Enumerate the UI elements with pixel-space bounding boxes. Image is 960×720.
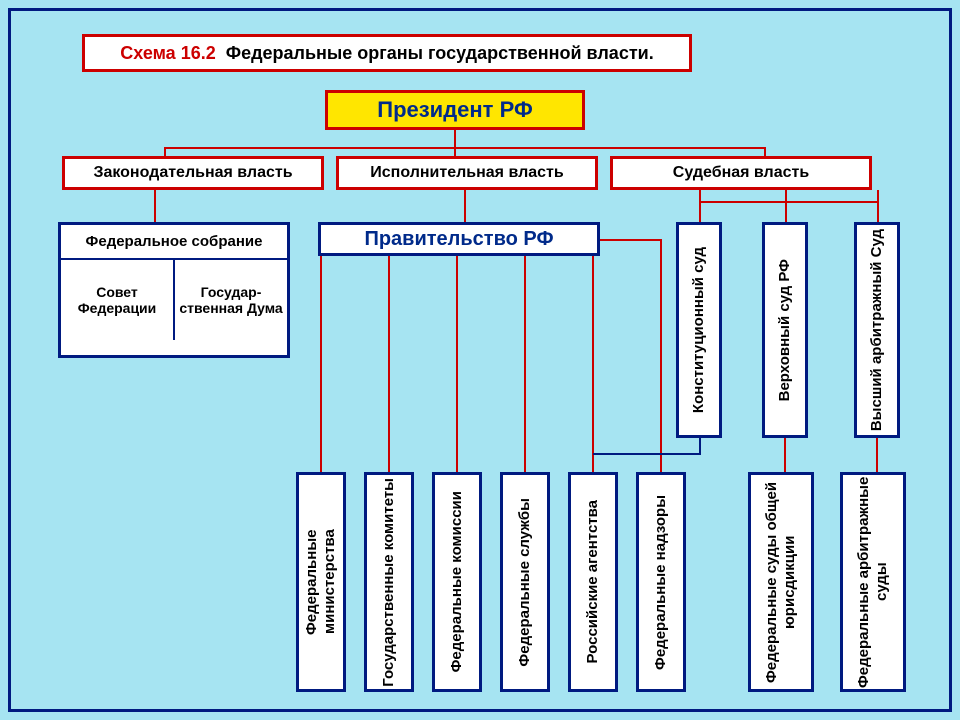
branch-legislative-label: Законодательная власть xyxy=(93,164,292,182)
federal-ministries-box: Федеральные министерства xyxy=(296,472,346,692)
branch-executive-label: Исполнительная власть xyxy=(370,164,563,182)
state-duma-label: Государ-ственная Дума xyxy=(175,260,287,340)
branch-legislative: Законодательная власть xyxy=(62,156,324,190)
president-box: Президент РФ xyxy=(325,90,585,130)
federal-oversight-box: Федеральные надзоры xyxy=(636,472,686,692)
president-label: Президент РФ xyxy=(377,97,532,123)
branch-executive: Исполнительная власть xyxy=(336,156,598,190)
government-label: Правительство РФ xyxy=(364,228,553,251)
federal-assembly-box: Федеральное собрание Совет Федерации Гос… xyxy=(58,222,290,358)
federal-services-label: Федеральные службы xyxy=(516,498,534,667)
supreme-court-label: Верховный суд РФ xyxy=(776,259,794,401)
high-arbitration-court-label: Высший арбитражный Суд xyxy=(868,229,886,431)
federal-assembly-title: Федеральное собрание xyxy=(61,225,287,258)
general-courts-box: Федеральные суды общей юрисдикции xyxy=(748,472,814,692)
title-prefix: Схема 16.2 xyxy=(120,43,215,64)
arbitration-courts-label: Федеральные арбитражные суды xyxy=(855,475,891,689)
federal-oversight-label: Федеральные надзоры xyxy=(652,495,670,670)
federal-commissions-box: Федеральные комиссии xyxy=(432,472,482,692)
general-courts-label: Федеральные суды общей юрисдикции xyxy=(763,475,799,689)
russian-agencies-label: Российские агентства xyxy=(584,500,602,664)
federal-ministries-label: Федеральные министерства xyxy=(303,475,339,689)
federation-council-label: Совет Федерации xyxy=(61,260,175,340)
federal-services-box: Федеральные службы xyxy=(500,472,550,692)
constitutional-court-box: Конституционный суд xyxy=(676,222,722,438)
arbitration-courts-box: Федеральные арбитражные суды xyxy=(840,472,906,692)
constitutional-court-label: Конституционный суд xyxy=(690,247,708,413)
federal-commissions-label: Федеральные комиссии xyxy=(448,491,466,672)
government-box: Правительство РФ xyxy=(318,222,600,256)
high-arbitration-court-box: Высший арбитражный Суд xyxy=(854,222,900,438)
supreme-court-box: Верховный суд РФ xyxy=(762,222,808,438)
branch-judicial: Судебная власть xyxy=(610,156,872,190)
russian-agencies-box: Российские агентства xyxy=(568,472,618,692)
diagram-canvas: Схема 16.2 Федеральные органы государств… xyxy=(0,0,960,720)
title-box: Схема 16.2 Федеральные органы государств… xyxy=(82,34,692,72)
state-committees-label: Государственные комитеты xyxy=(380,478,398,687)
branch-judicial-label: Судебная власть xyxy=(673,164,809,182)
state-committees-box: Государственные комитеты xyxy=(364,472,414,692)
title-text: Федеральные органы государственной власт… xyxy=(226,43,654,64)
